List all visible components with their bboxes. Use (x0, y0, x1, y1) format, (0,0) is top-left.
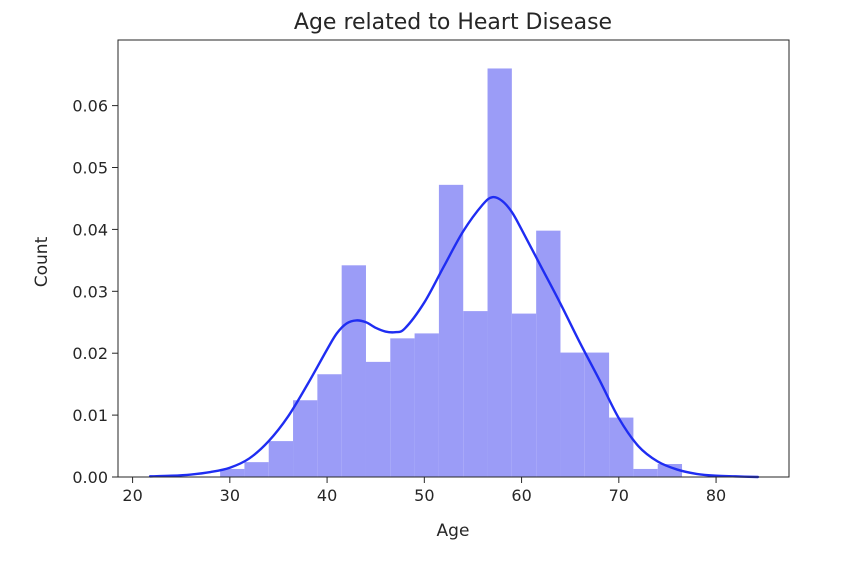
histogram-bar (633, 468, 658, 477)
x-tick-label: 30 (220, 486, 240, 505)
histogram-bar (268, 441, 294, 477)
x-tick-label: 40 (317, 486, 337, 505)
histogram-bar (487, 68, 512, 477)
x-tick-label: 50 (414, 486, 434, 505)
histogram-bar (609, 417, 634, 477)
histogram-bar (463, 311, 488, 477)
histogram-bar (293, 400, 318, 477)
histogram-bar (438, 184, 464, 477)
histogram-bar (317, 374, 342, 477)
histogram-bar (365, 361, 391, 477)
chart-title: Age related to Heart Disease (294, 10, 612, 35)
histogram-bar (657, 464, 683, 477)
histogram-bar (511, 313, 537, 477)
y-tick-label: 0.05 (72, 159, 108, 178)
y-axis-label: Count (32, 236, 52, 287)
histogram-bar (584, 352, 610, 477)
plot-frame (117, 39, 790, 478)
y-axis-ticks: 0.00 0.01 0.02 0.03 0.04 0.05 0.06 (72, 97, 118, 487)
y-tick-label: 0.06 (72, 97, 108, 116)
kde-curve (148, 195, 760, 479)
histogram-bar (414, 333, 439, 477)
histogram-bar (390, 338, 415, 477)
histogram-bar (341, 265, 366, 477)
x-axis-label: Age (437, 521, 470, 541)
y-tick-label: 0.02 (72, 344, 108, 363)
x-axis-ticks: 20 30 40 50 60 70 80 (122, 477, 726, 505)
y-tick-label: 0.04 (72, 220, 108, 239)
x-tick-label: 70 (609, 486, 629, 505)
histogram-bar (220, 468, 245, 477)
y-tick-label: 0.00 (72, 468, 108, 487)
x-tick-label: 60 (511, 486, 531, 505)
x-tick-label: 20 (122, 486, 142, 505)
histogram-bar (560, 352, 585, 477)
x-tick-label: 80 (706, 486, 726, 505)
y-tick-label: 0.01 (72, 406, 108, 425)
y-tick-label: 0.03 (72, 282, 108, 301)
histogram-bar (244, 462, 269, 477)
histogram-bars (220, 68, 683, 477)
histogram-bar (536, 230, 561, 477)
